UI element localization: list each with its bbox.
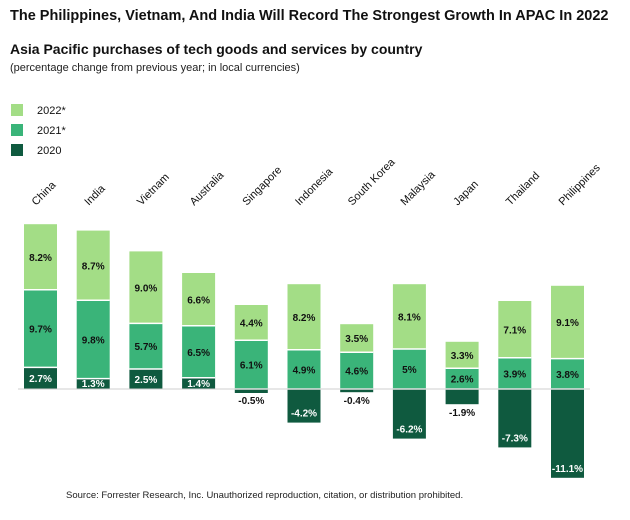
label-2022-malaysia: 8.1% xyxy=(398,313,421,324)
label-2022-singapore: 4.4% xyxy=(240,319,263,330)
label-2020-australia: 1.4% xyxy=(187,379,210,390)
bar-2022-australia xyxy=(182,273,216,326)
label-2022-japan: 3.3% xyxy=(451,351,474,362)
label-2022-india: 8.7% xyxy=(82,261,105,272)
bar-2021-china xyxy=(24,289,57,368)
label-2020-thailand: -7.3% xyxy=(502,433,528,444)
label-2021-singapore: 6.1% xyxy=(240,361,263,372)
label-2021-thailand: 3.9% xyxy=(503,369,526,380)
label-2020-philippines: -11.1% xyxy=(552,464,583,475)
label-2020-indonesia: -4.2% xyxy=(291,409,317,420)
bar-2022-thailand xyxy=(498,301,532,358)
category-label-indonesia: Indonesia xyxy=(293,165,336,208)
bar-2021-australia xyxy=(182,325,216,378)
legend-label-2022-: 2022* xyxy=(37,105,66,117)
chart-title: Asia Pacific purchases of tech goods and… xyxy=(10,41,423,57)
bar-2020-philippines xyxy=(551,389,584,478)
label-2022-philippines: 9.1% xyxy=(556,318,579,329)
bar-2020-singapore xyxy=(234,389,268,393)
source-note: Source: Forrester Research, Inc. Unautho… xyxy=(66,490,463,501)
label-2020-india: 1.3% xyxy=(82,379,105,390)
label-2021-indonesia: 4.9% xyxy=(293,365,316,376)
legend-swatch-2021- xyxy=(11,124,23,136)
bar-2021-south-korea xyxy=(340,352,374,389)
headline: The Philippines, Vietnam, And India Will… xyxy=(10,8,608,24)
bar-2022-philippines xyxy=(551,285,584,359)
label-2022-vietnam: 9.0% xyxy=(135,283,158,294)
label-2020-singapore: -0.5% xyxy=(238,396,264,407)
bar-2020-thailand xyxy=(498,389,532,448)
label-2022-indonesia: 8.2% xyxy=(293,313,316,324)
bar-2021-thailand xyxy=(498,357,532,389)
category-labels: China India Vietnam Australia Singapore Indon… xyxy=(30,156,603,208)
category-label-vietnam: Vietnam xyxy=(135,171,172,208)
category-label-malaysia: Malaysia xyxy=(399,168,439,208)
category-label-thailand: Thailand xyxy=(504,170,542,208)
bar-2020-malaysia xyxy=(392,389,426,439)
label-2020-malaysia: -6.2% xyxy=(396,425,422,436)
bar-2020-south-korea xyxy=(340,389,374,393)
bar-2020-india xyxy=(76,378,110,389)
label-2020-vietnam: 2.5% xyxy=(135,375,158,386)
bar-2021-indonesia xyxy=(287,349,321,389)
bar-2020-japan xyxy=(445,389,479,405)
legend-label-2020: 2020 xyxy=(37,145,61,157)
label-2022-thailand: 7.1% xyxy=(503,325,526,336)
label-2021-australia: 6.5% xyxy=(187,348,210,359)
label-2021-china: 9.7% xyxy=(29,325,52,336)
bar-2022-india xyxy=(76,230,110,301)
bar-2022-vietnam xyxy=(129,251,163,324)
label-2021-vietnam: 5.7% xyxy=(135,342,158,353)
legend-label-2021-: 2021* xyxy=(37,125,66,137)
label-2020-china: 2.7% xyxy=(29,374,52,385)
label-2022-south-korea: 3.5% xyxy=(345,334,368,345)
category-label-australia: Australia xyxy=(188,169,227,208)
category-label-south-korea: South Korea xyxy=(346,156,398,208)
category-label-singapore: Singapore xyxy=(240,164,284,208)
label-2021-south-korea: 4.6% xyxy=(345,367,368,378)
category-label-japan: Japan xyxy=(451,178,481,208)
bar-2020-indonesia xyxy=(287,389,321,423)
bar-2021-vietnam xyxy=(129,323,163,369)
chart-subtitle: (percentage change from previous year; i… xyxy=(10,62,300,74)
label-2021-philippines: 3.8% xyxy=(556,370,579,381)
category-label-philippines: Philippines xyxy=(557,162,603,208)
data-labels: 8.2% 9.7% 2.7% 8.7% 9.8% 1.3% 9.0% 5.7% 2.5% 6.6%… xyxy=(29,253,583,475)
label-2021-india: 9.8% xyxy=(82,335,105,346)
label-2021-malaysia: 5% xyxy=(402,365,417,376)
bar-2021-japan xyxy=(445,368,479,389)
label-2020-south-korea: -0.4% xyxy=(344,396,370,407)
category-label-china: China xyxy=(30,179,59,208)
legend-swatch-2020 xyxy=(11,144,23,156)
bar-2021-india xyxy=(76,300,110,379)
bar-2020-australia xyxy=(182,377,216,389)
bar-2022-south-korea xyxy=(340,324,374,353)
label-2022-australia: 6.6% xyxy=(187,295,210,306)
bar-2020-vietnam xyxy=(129,369,163,389)
bar-2022-singapore xyxy=(234,305,268,341)
bar-2022-malaysia xyxy=(392,284,426,349)
bar-2022-indonesia xyxy=(287,284,321,350)
legend-swatch-2022- xyxy=(11,104,23,116)
legend: 2022* 2021* 2020 xyxy=(11,104,66,157)
bar-2022-japan xyxy=(445,341,479,369)
bar-2020-china xyxy=(24,367,57,389)
label-2020-japan: -1.9% xyxy=(449,408,475,419)
bar-2021-singapore xyxy=(234,340,268,389)
bar-2022-china xyxy=(24,224,57,290)
label-2022-china: 8.2% xyxy=(29,253,52,264)
category-label-india: India xyxy=(82,182,108,208)
bars xyxy=(24,224,584,478)
bar-2021-philippines xyxy=(551,358,584,389)
label-2021-japan: 2.6% xyxy=(451,375,474,386)
bar-2021-malaysia xyxy=(392,349,426,389)
